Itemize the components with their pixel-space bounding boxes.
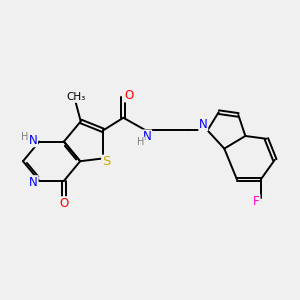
Text: N: N [199, 118, 208, 131]
Text: N: N [143, 130, 152, 143]
Text: O: O [124, 89, 134, 102]
Text: O: O [59, 197, 68, 210]
Text: N: N [29, 134, 38, 147]
Text: CH₃: CH₃ [66, 92, 85, 102]
Text: F: F [253, 194, 260, 208]
Text: H: H [137, 137, 144, 147]
Text: S: S [102, 155, 110, 168]
Text: H: H [21, 131, 28, 142]
Text: N: N [29, 176, 38, 189]
